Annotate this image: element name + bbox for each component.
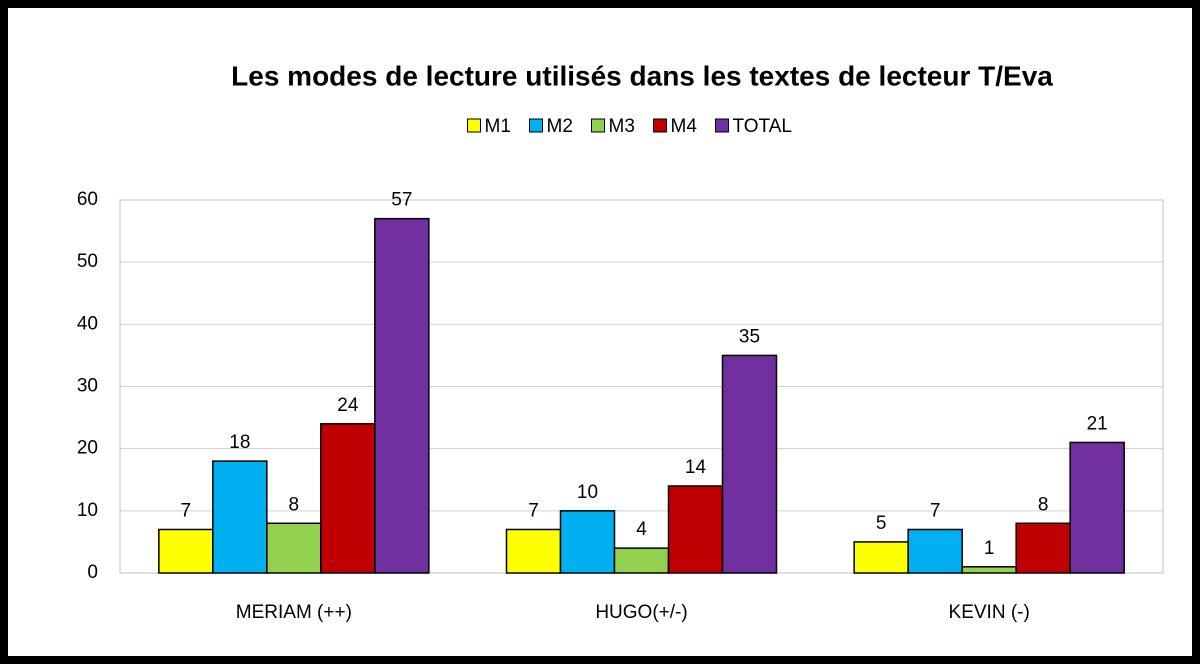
x-tick-label: HUGO(+/-) [595,602,687,623]
y-tick-label: 0 [87,562,98,583]
bar [907,528,963,574]
value-label: 1 [984,538,995,559]
legend-swatch [653,118,667,133]
legend-swatch [591,118,605,133]
value-label: 4 [636,519,647,540]
bar [853,541,909,574]
value-label: 24 [337,395,359,416]
legend-label: M4 [671,116,698,137]
bar [212,460,268,574]
value-label: 14 [685,457,707,478]
bar [158,528,214,574]
bar [961,566,1017,574]
bar [613,547,670,574]
value-label: 10 [577,482,598,503]
y-tick-label: 10 [77,500,98,521]
bar [505,528,562,574]
bar [667,485,724,574]
chart-title: Les modes de lecture utilisés dans les t… [231,60,1053,91]
value-label: 8 [1038,494,1049,515]
bar [374,217,430,574]
bar [721,354,778,574]
value-label: 18 [229,432,250,453]
y-tick-label: 30 [77,376,98,397]
legend-swatch [529,118,543,133]
x-tick-label: KEVIN (-) [949,602,1030,623]
value-label: 5 [876,513,887,534]
value-label: 7 [528,500,539,521]
legend-swatch [715,118,729,133]
bar [320,423,376,574]
bar [559,510,616,574]
y-tick-label: 50 [77,251,98,272]
legend-label: M3 [609,116,635,137]
value-label: 8 [289,494,300,515]
legend-label: TOTAL [733,116,792,137]
legend-label: M2 [547,116,573,137]
y-tick-label: 40 [77,313,98,334]
bar [1015,522,1071,574]
value-label: 57 [391,190,412,211]
bar [266,522,322,574]
value-label: 7 [930,500,941,521]
y-tick-label: 60 [77,189,98,210]
value-label: 21 [1087,413,1108,434]
legend-label: M1 [485,116,511,137]
legend-swatch [467,118,481,133]
y-tick-label: 20 [77,438,98,459]
bar [1069,441,1125,574]
value-label: 7 [181,500,192,521]
x-tick-label: MERIAM (++) [236,602,352,623]
value-label: 35 [739,326,760,347]
